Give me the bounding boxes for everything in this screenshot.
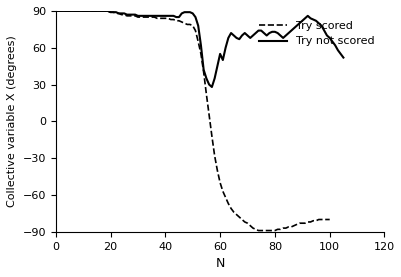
Legend: Try scored, Try not scored: Try scored, Try not scored (254, 17, 378, 51)
Try scored (122, 13, 126, 16)
Try not scored (209, 85, 214, 89)
Try not scored (61, 9, 66, 13)
Line: Try scored: Try scored (56, 11, 329, 230)
Try not scored (242, 31, 247, 35)
Try scored (255, 229, 260, 232)
X-axis label: N: N (215, 257, 224, 270)
Try scored (179, 20, 184, 24)
Try scored (245, 222, 249, 225)
Try not scored (225, 36, 230, 40)
Try scored (261, 229, 266, 232)
Try scored (217, 181, 222, 184)
Y-axis label: Collective variable X (degrees): Collective variable X (degrees) (7, 35, 17, 207)
Try not scored (53, 9, 58, 13)
Try scored (72, 9, 77, 13)
Try scored (53, 9, 58, 13)
Line: Try not scored: Try not scored (56, 11, 342, 87)
Try not scored (253, 31, 257, 35)
Try scored (326, 218, 331, 221)
Try not scored (223, 46, 227, 49)
Try not scored (305, 14, 310, 17)
Try not scored (340, 56, 345, 59)
